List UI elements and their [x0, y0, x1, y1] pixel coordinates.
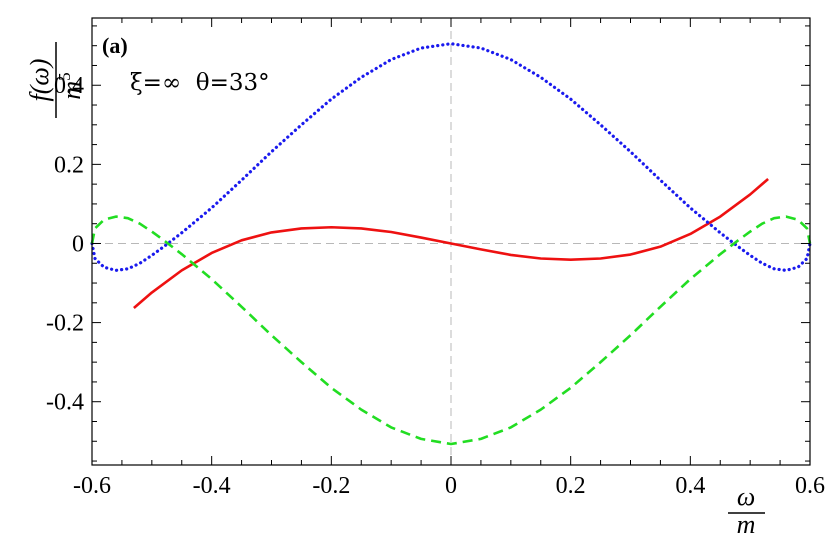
x-tick-label: -0.6 [73, 473, 111, 499]
series-layer [90, 42, 812, 446]
y-axis-label-denominator: m5 [55, 72, 86, 99]
y-tick-label: 0.4 [54, 73, 84, 99]
series-dotted-line [90, 42, 812, 272]
series-dashed-line [90, 215, 812, 446]
y-axis-label-denominator-base: m [57, 81, 86, 100]
x-tick-label: 0.2 [556, 473, 586, 499]
y-axis-label-denominator-exp: 5 [55, 72, 74, 81]
y-tick-label: -0.4 [46, 390, 84, 416]
y-tick-label: 0.2 [54, 152, 84, 178]
panel-label: (a) [102, 33, 128, 58]
y-tick-label: 0 [72, 231, 84, 257]
x-axis-label-numerator: ω [737, 482, 755, 511]
x-tick-label: 0.6 [795, 473, 825, 499]
x-tick-label: 0.4 [675, 473, 705, 499]
y-axis-label-numerator: f(ω) [25, 59, 54, 102]
parameter-label: ξ=∞ θ=33° [130, 70, 270, 96]
x-tick-label: -0.4 [193, 473, 231, 499]
tick-labels: -0.6 -0.4 -0.2 0 0.2 0.4 0.6 -0.4 -0.2 0 0.2 0.4 [46, 73, 825, 499]
x-axis-label-denominator: m [737, 510, 756, 537]
y-axis-label: f(ω) m5 [25, 42, 86, 118]
x-axis-label: ω m [728, 482, 765, 537]
y-tick-label: -0.2 [46, 311, 84, 337]
series-solid-line [133, 178, 769, 309]
x-tick-label: 0 [445, 473, 457, 499]
ticks [91, 18, 811, 465]
x-tick-label: -0.2 [312, 473, 350, 499]
